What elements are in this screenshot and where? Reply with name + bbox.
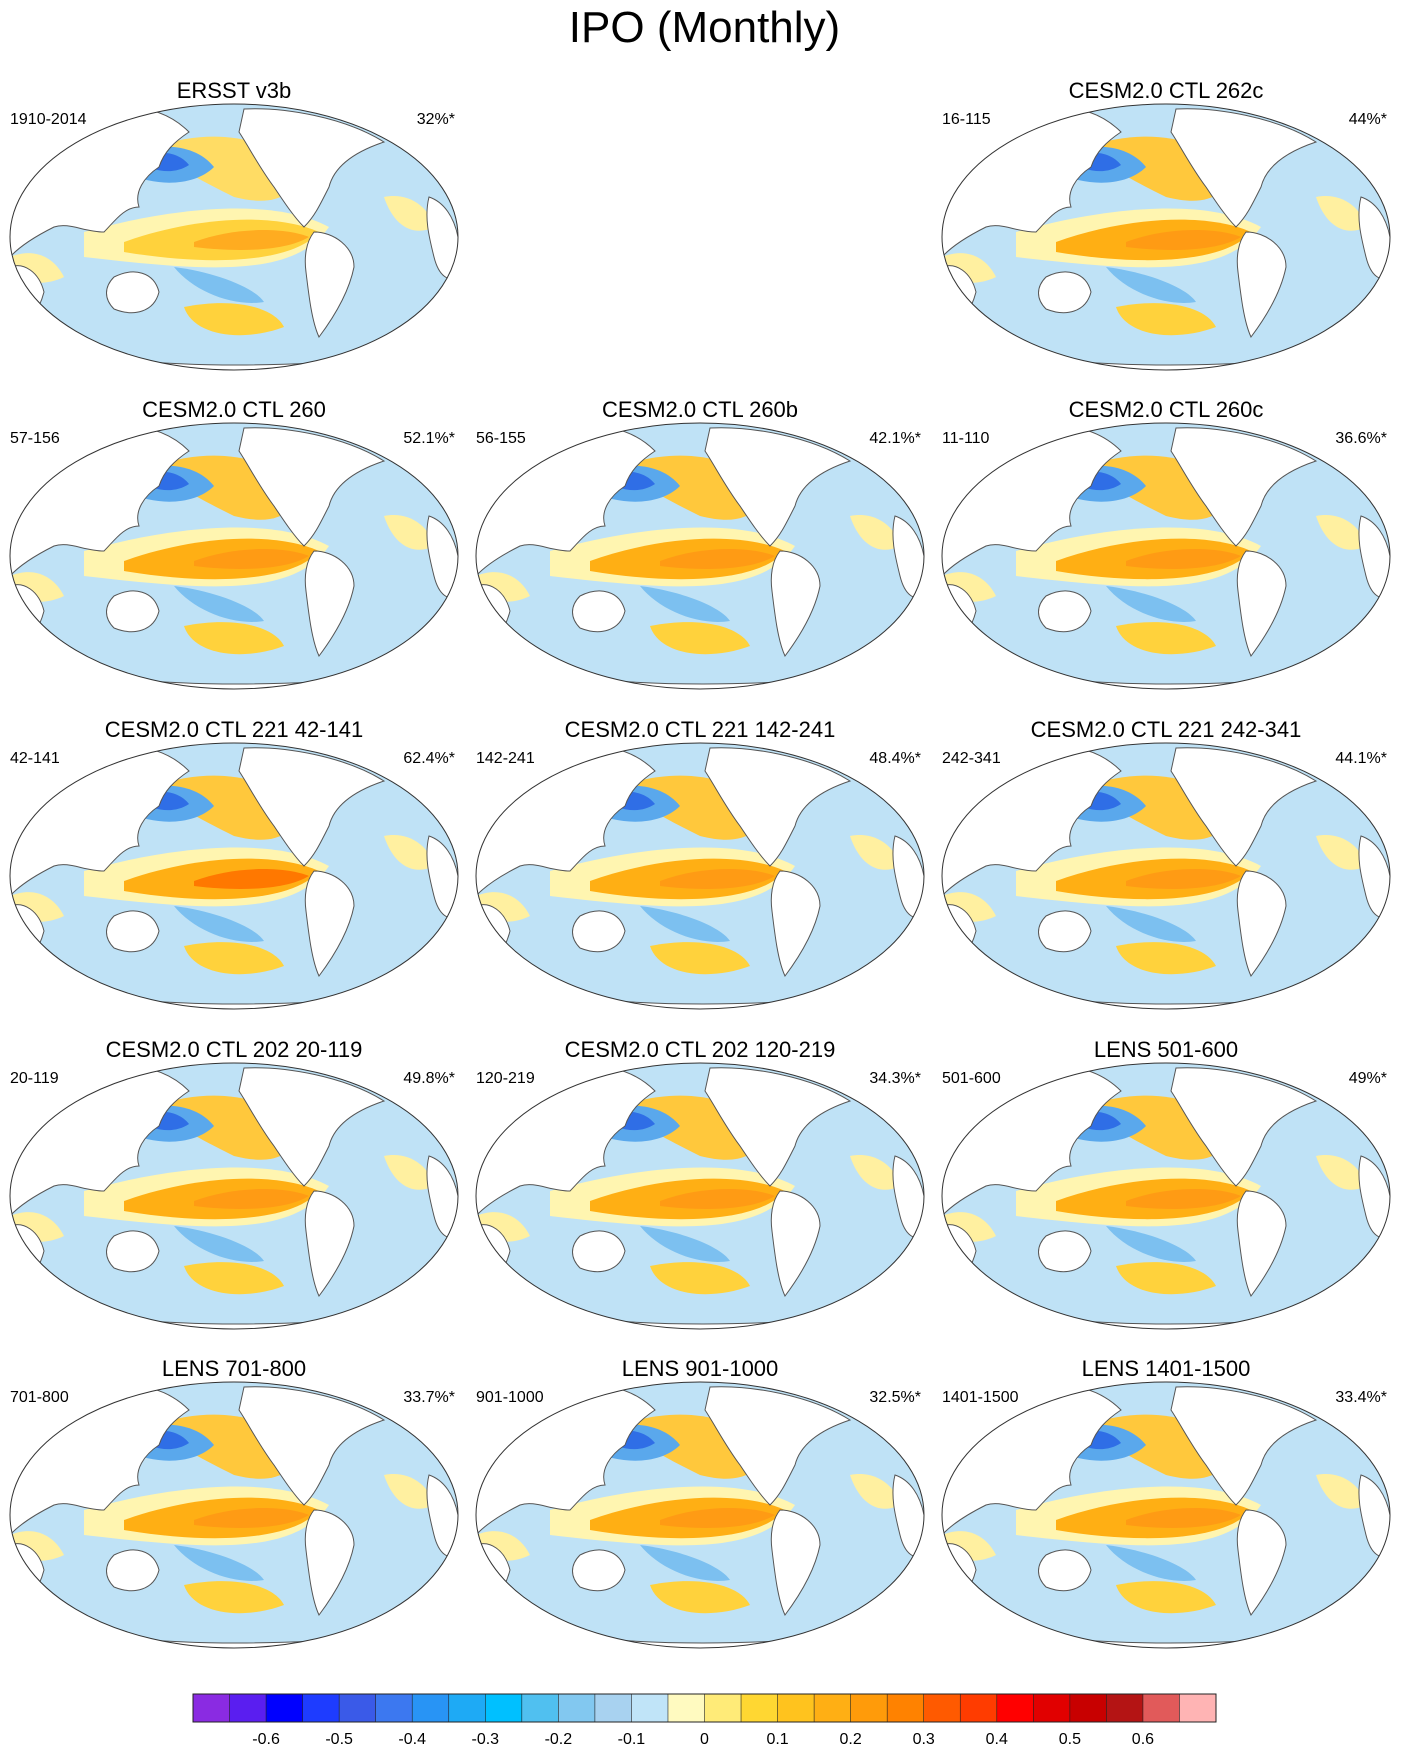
colorbar-label: -0.2 bbox=[545, 1731, 573, 1748]
panel-years: 1910-2014 bbox=[10, 111, 87, 128]
panel-title: CESM2.0 CTL 221 42-141 bbox=[105, 717, 363, 742]
colorbar-label: -0.6 bbox=[252, 1731, 280, 1748]
colorbar-cell bbox=[558, 1694, 596, 1722]
panel-title: LENS 901-1000 bbox=[622, 1356, 779, 1381]
colorbar-label: -0.4 bbox=[398, 1731, 426, 1748]
panel-variance: 49%* bbox=[1349, 1070, 1387, 1087]
panel-variance: 32%* bbox=[417, 111, 455, 128]
colorbar-cell bbox=[960, 1694, 998, 1722]
colorbar-cell bbox=[996, 1694, 1034, 1722]
panel-title: ERSST v3b bbox=[177, 78, 292, 103]
panel-title: LENS 501-600 bbox=[1094, 1037, 1238, 1062]
panel-variance: 36.6%* bbox=[1335, 430, 1387, 447]
colorbar-cell bbox=[485, 1694, 523, 1722]
panel-years: 120-219 bbox=[476, 1070, 535, 1087]
colorbar-cell bbox=[448, 1694, 486, 1722]
colorbar-label: -0.3 bbox=[471, 1731, 499, 1748]
colorbar-cell bbox=[375, 1694, 413, 1722]
colorbar-cell bbox=[1142, 1694, 1180, 1722]
colorbar-cell bbox=[193, 1694, 230, 1722]
panel-years: 242-341 bbox=[942, 750, 1001, 767]
colorbar-label: -0.5 bbox=[325, 1731, 353, 1748]
map-panel: CESM2.0 CTL 260 57-156 52.1%* bbox=[9, 397, 459, 690]
panel-years: 1401-1500 bbox=[942, 1389, 1019, 1406]
colorbar-cell bbox=[1179, 1694, 1217, 1722]
panel-years: 901-1000 bbox=[476, 1389, 544, 1406]
panel-title: LENS 701-800 bbox=[162, 1356, 306, 1381]
colorbar-cell bbox=[1106, 1694, 1144, 1722]
colorbar-cell bbox=[667, 1694, 705, 1722]
map-panels: ERSST v3b 1910-2014 32%* CESM2.0 CTL 262c 16… bbox=[9, 78, 1391, 1649]
colorbar-label: 0.2 bbox=[840, 1731, 862, 1748]
colorbar-cell bbox=[1033, 1694, 1071, 1722]
colorbar-cell bbox=[704, 1694, 742, 1722]
panel-title: LENS 1401-1500 bbox=[1082, 1356, 1251, 1381]
panel-variance: 34.3%* bbox=[869, 1070, 921, 1087]
colorbar-label: 0 bbox=[700, 1731, 709, 1748]
colorbar-cell bbox=[521, 1694, 559, 1722]
panel-years: 11-110 bbox=[942, 430, 990, 447]
colorbar-label: 0.6 bbox=[1132, 1731, 1154, 1748]
panel-variance: 44%* bbox=[1349, 111, 1387, 128]
colorbar-label: 0.3 bbox=[913, 1731, 935, 1748]
panel-variance: 33.7%* bbox=[403, 1389, 455, 1406]
panel-years: 57-156 bbox=[10, 430, 60, 447]
colorbar-cell bbox=[594, 1694, 632, 1722]
colorbar-label: -0.1 bbox=[618, 1731, 646, 1748]
map-panel: LENS 901-1000 901-1000 32.5%* bbox=[475, 1356, 925, 1649]
panel-variance: 52.1%* bbox=[403, 430, 455, 447]
panel-variance: 62.4%* bbox=[403, 750, 455, 767]
panel-years: 501-600 bbox=[942, 1070, 1001, 1087]
panel-variance: 32.5%* bbox=[869, 1389, 921, 1406]
panel-years: 16-115 bbox=[942, 111, 991, 128]
colorbar-cell bbox=[814, 1694, 852, 1722]
colorbar-cell bbox=[302, 1694, 340, 1722]
panel-title: CESM2.0 CTL 202 20-119 bbox=[106, 1037, 363, 1062]
panel-title: CESM2.0 CTL 260c bbox=[1069, 397, 1264, 422]
panel-years: 20-119 bbox=[10, 1070, 59, 1087]
colorbar-cell bbox=[631, 1694, 669, 1722]
map-panel: CESM2.0 CTL 260b 56-155 42.1%* bbox=[475, 397, 925, 690]
panel-title: CESM2.0 CTL 202 120-219 bbox=[565, 1037, 836, 1062]
panel-variance: 33.4%* bbox=[1335, 1389, 1387, 1406]
map-panel: CESM2.0 CTL 262c 16-115 44%* bbox=[941, 78, 1391, 371]
colorbar-cell bbox=[339, 1694, 377, 1722]
colorbar-cell bbox=[850, 1694, 888, 1722]
map-panel: CESM2.0 CTL 202 120-219 120-219 34.3%* bbox=[475, 1037, 925, 1330]
map-panel: CESM2.0 CTL 221 42-141 42-141 62.4%* bbox=[9, 717, 459, 1010]
panel-years: 142-241 bbox=[476, 750, 535, 767]
map-panel: LENS 701-800 701-800 33.7%* bbox=[9, 1356, 459, 1649]
colorbar-cell bbox=[1069, 1694, 1107, 1722]
panel-title: CESM2.0 CTL 260b bbox=[602, 397, 798, 422]
colorbar-cell bbox=[266, 1694, 304, 1722]
panel-years: 56-155 bbox=[476, 430, 526, 447]
map-panel: LENS 1401-1500 1401-1500 33.4%* bbox=[941, 1356, 1391, 1649]
figure-title: IPO (Monthly) bbox=[568, 3, 841, 52]
panel-title: CESM2.0 CTL 221 242-341 bbox=[1031, 717, 1302, 742]
colorbar-cell bbox=[777, 1694, 815, 1722]
panel-title: CESM2.0 CTL 262c bbox=[1069, 78, 1264, 103]
colorbar-cell bbox=[923, 1694, 961, 1722]
colorbar-cell bbox=[229, 1694, 267, 1722]
map-panel: ERSST v3b 1910-2014 32%* bbox=[9, 78, 459, 371]
colorbar-cell bbox=[887, 1694, 925, 1722]
panel-title: CESM2.0 CTL 260 bbox=[142, 397, 326, 422]
panel-variance: 48.4%* bbox=[869, 750, 921, 767]
colorbar-label: 0.1 bbox=[766, 1731, 788, 1748]
map-panel: CESM2.0 CTL 202 20-119 20-119 49.8%* bbox=[9, 1037, 459, 1330]
map-panel: LENS 501-600 501-600 49%* bbox=[941, 1037, 1391, 1330]
colorbar-cell bbox=[412, 1694, 450, 1722]
map-panel: CESM2.0 CTL 221 142-241 142-241 48.4%* bbox=[475, 717, 925, 1010]
panel-variance: 49.8%* bbox=[403, 1070, 455, 1087]
panel-years: 701-800 bbox=[10, 1389, 69, 1406]
colorbar-cell bbox=[741, 1694, 778, 1722]
colorbar-label: 0.4 bbox=[986, 1731, 1008, 1748]
panel-title: CESM2.0 CTL 221 142-241 bbox=[565, 717, 836, 742]
map-panel: CESM2.0 CTL 221 242-341 242-341 44.1%* bbox=[941, 717, 1391, 1010]
panel-variance: 42.1%* bbox=[869, 430, 921, 447]
panel-variance: 44.1%* bbox=[1335, 750, 1387, 767]
panel-years: 42-141 bbox=[10, 750, 60, 767]
map-panel: CESM2.0 CTL 260c 11-110 36.6%* bbox=[941, 397, 1391, 690]
colorbar-label: 0.5 bbox=[1059, 1731, 1081, 1748]
